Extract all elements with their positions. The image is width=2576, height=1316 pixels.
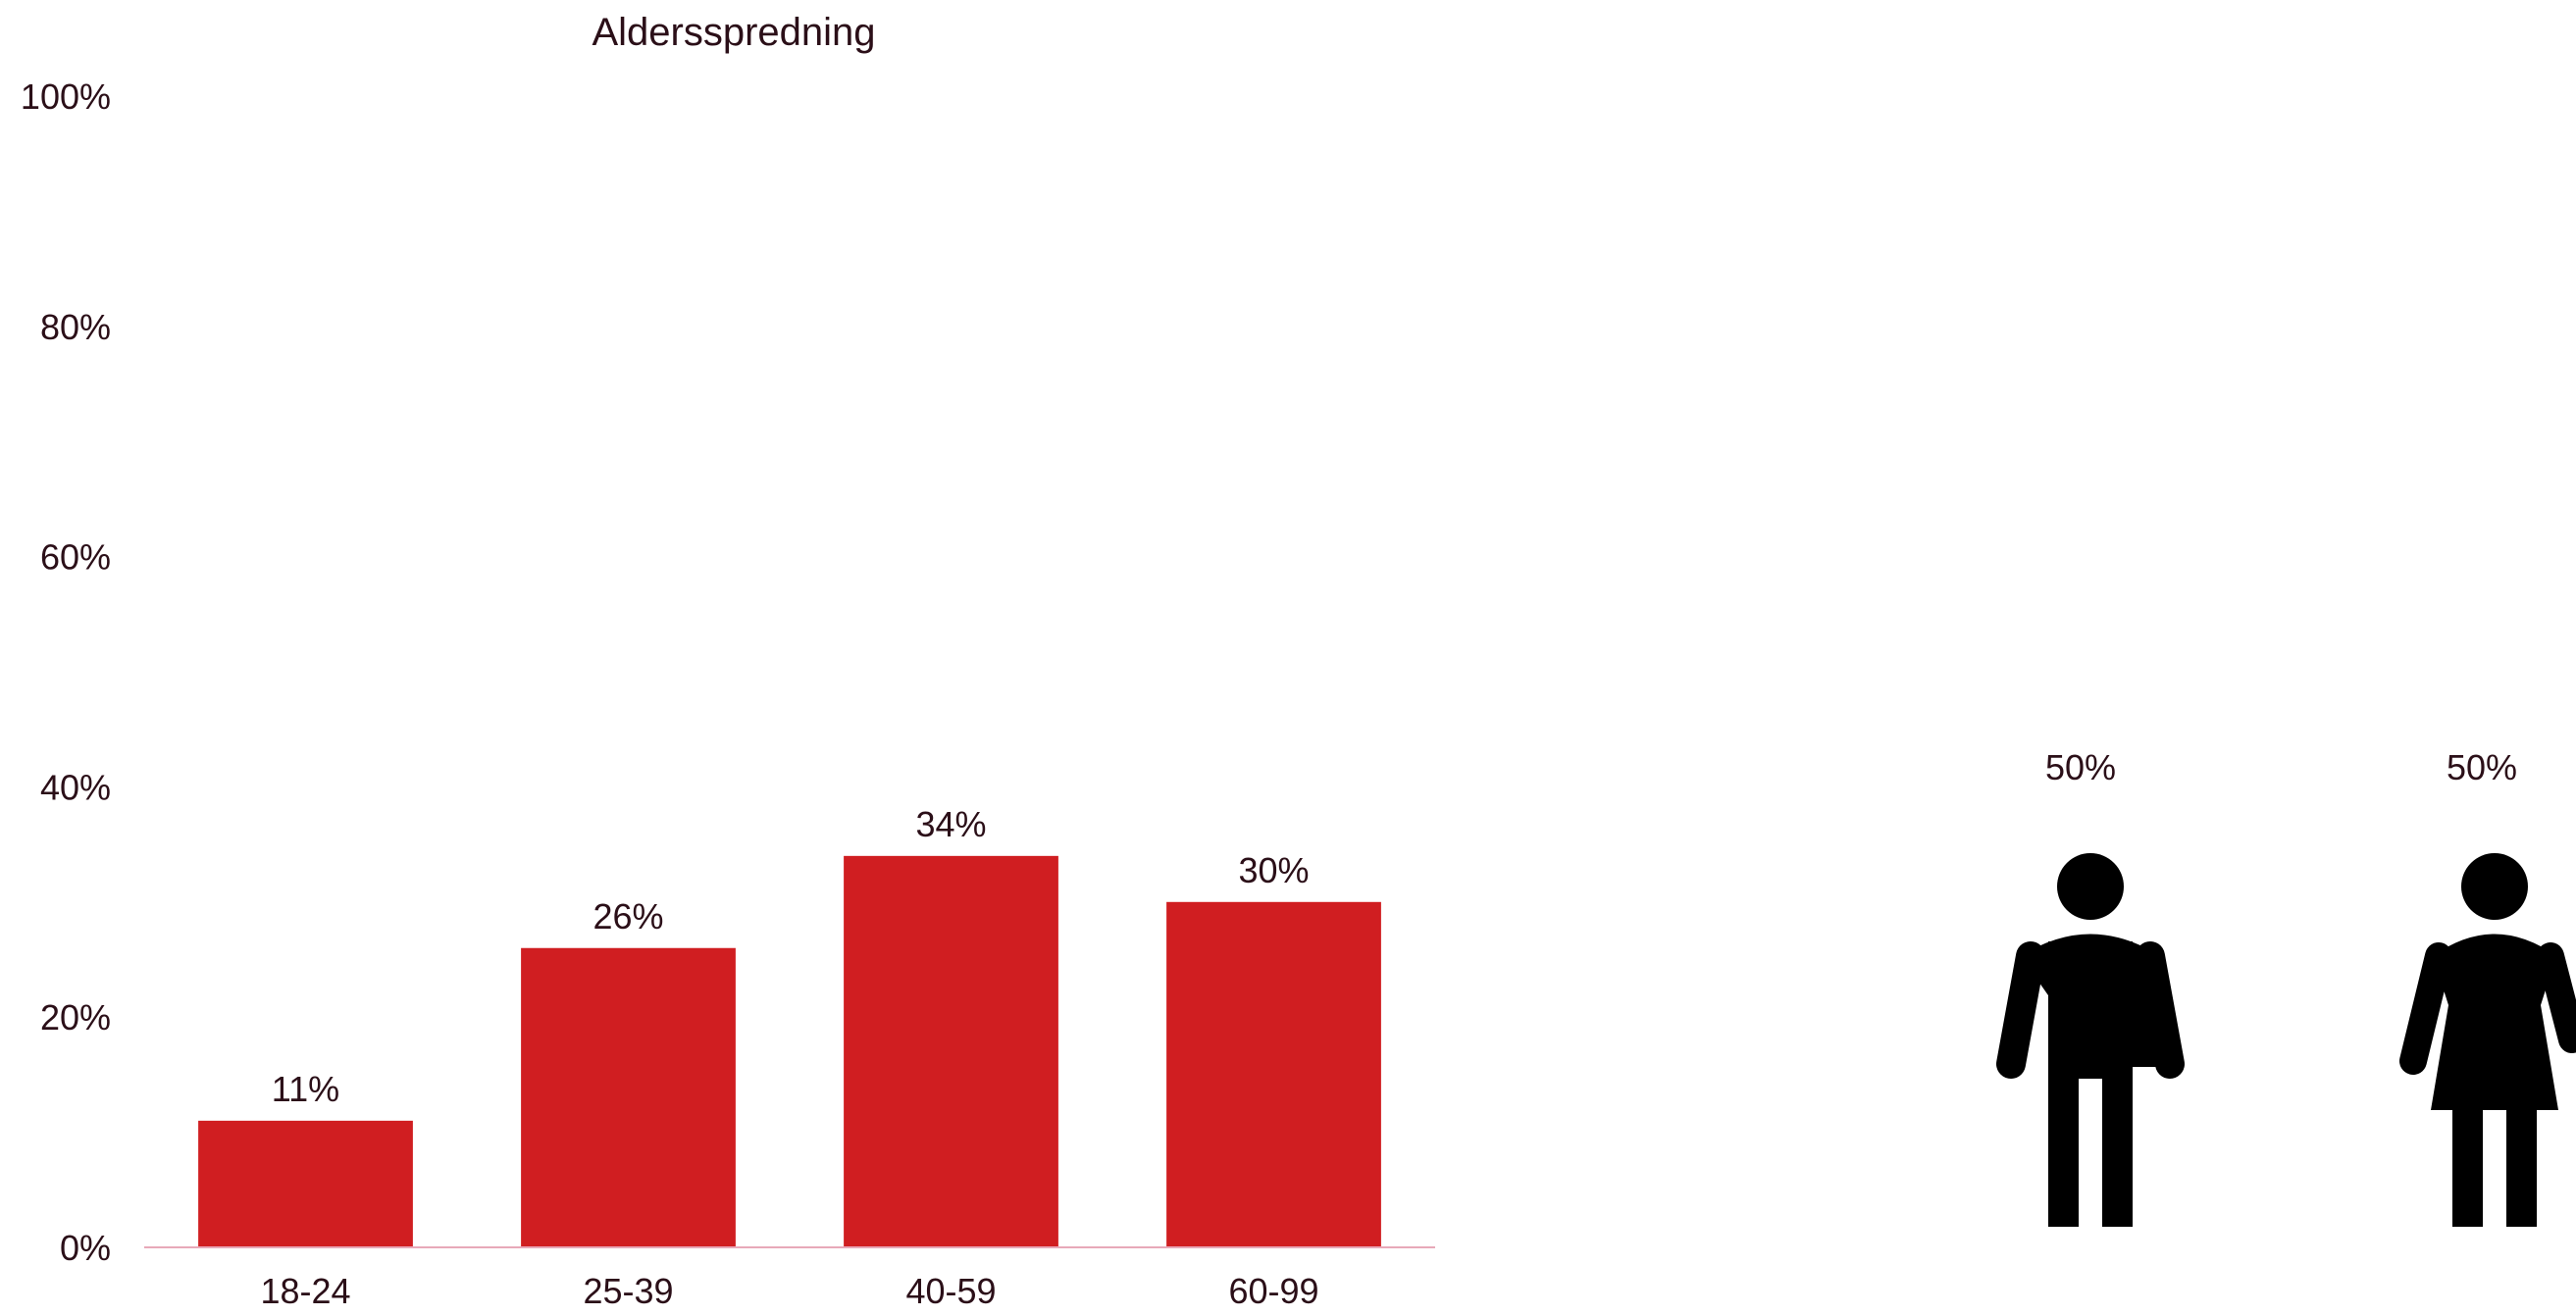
woman-icon [2399, 853, 2576, 1227]
data-label: 11% [272, 1069, 339, 1109]
bar [521, 947, 736, 1247]
data-label: 26% [592, 896, 663, 936]
y-axis: 0% 20% 40% 60% 80% 100% [21, 76, 111, 1268]
chart-title: Aldersspredning [592, 11, 875, 54]
y-tick-label: 80% [40, 307, 111, 347]
x-axis: 18-24 25-39 40-59 60-99 [260, 1271, 1318, 1311]
man-icon [1996, 853, 2185, 1227]
x-tick-label: 25-39 [583, 1271, 673, 1311]
bar [844, 855, 1058, 1247]
y-tick-label: 40% [40, 767, 111, 807]
gender-pictograph: 50% 50% [1996, 747, 2576, 1227]
y-tick-label: 20% [40, 997, 111, 1038]
y-tick-label: 0% [60, 1228, 111, 1268]
woman-percentage-label: 50% [2447, 747, 2517, 787]
bar [1166, 901, 1381, 1247]
bar [198, 1120, 413, 1247]
x-tick-label: 40-59 [905, 1271, 996, 1311]
bar-series: 11% 26% 34% 30% [198, 804, 1381, 1247]
data-label: 30% [1238, 850, 1309, 890]
x-tick-label: 60-99 [1228, 1271, 1318, 1311]
data-label: 34% [915, 804, 986, 844]
man-percentage-label: 50% [2045, 747, 2116, 787]
x-tick-label: 18-24 [260, 1271, 350, 1311]
y-tick-label: 60% [40, 537, 111, 578]
y-tick-label: 100% [21, 76, 111, 117]
